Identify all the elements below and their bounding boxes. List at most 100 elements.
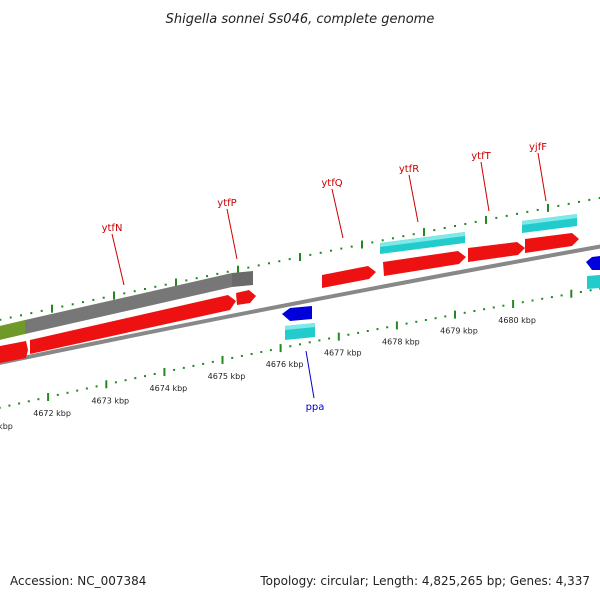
minor-tick [495,216,498,219]
minor-tick [123,292,126,295]
gene-label-ytfT[interactable]: ytfT [471,151,492,212]
minor-tick [30,312,33,315]
minor-tick [288,258,291,261]
svg-text:yjfF: yjfF [529,142,547,153]
minor-tick [164,283,167,286]
cds-ytfR-arrow[interactable] [383,251,466,276]
rna-bar-highlight [285,323,315,330]
svg-text:ytfN: ytfN [102,223,123,234]
minor-tick [444,315,447,318]
minor-tick [318,339,321,342]
gene-label-ytfN[interactable]: ytfN [102,223,125,286]
minor-tick [61,305,64,308]
minor-tick [153,373,156,375]
minor-tick [95,385,98,388]
minor-tick [473,310,476,312]
major-tick [337,332,340,341]
minor-tick [454,225,456,227]
major-tick [512,300,515,308]
minor-tick [463,311,466,314]
minor-tick [0,318,2,321]
ruler-tick-label: 4679 kbp [440,327,478,336]
minor-tick [505,214,508,217]
minor-tick [319,251,322,254]
minor-tick [483,308,486,311]
ruler-tick-label: 4675 kbp [208,372,246,381]
minor-tick [134,377,137,380]
ruler-tick-label: 4678 kbp [382,337,420,346]
feature-track [0,214,600,364]
cds-yjfF-arrow[interactable] [525,233,579,253]
minor-tick [502,304,505,307]
minor-tick [76,389,79,392]
genome-title: Shigella sonnei Ss046, complete genome [166,12,435,27]
minor-tick [347,333,350,336]
minor-tick [328,337,331,340]
svg-text:ppa: ppa [306,402,325,413]
minor-tick [185,279,188,282]
minor-tick [366,330,369,332]
minor-tick [195,277,198,280]
major-tick [163,368,166,376]
gene-label-yjfF[interactable]: yjfF [529,142,547,202]
minor-tick [66,391,69,394]
minor-tick [37,398,40,401]
minor-tick [340,247,343,250]
svg-text:ytfT: ytfT [471,151,491,162]
rna-bar-edge[interactable] [587,275,600,289]
cds-forward-arrow[interactable] [0,341,28,364]
minor-tick [92,298,95,301]
minor-tick [550,296,553,299]
cds-reverse-arrow[interactable] [586,256,600,270]
genome-summary: Topology: circular; Length: 4,825,265 bp… [260,574,590,588]
minor-tick [144,375,146,378]
major-tick [423,228,425,237]
minor-tick [8,404,11,407]
minor-tick [541,297,544,300]
gene-label-ytfQ[interactable]: ytfQ [321,178,344,239]
cds-ppa-arrow[interactable] [282,306,312,321]
cds-ytfN-arrow[interactable] [30,295,236,354]
minor-tick [557,204,560,207]
major-tick [454,310,456,319]
svg-text:ytfQ: ytfQ [321,178,342,189]
minor-tick [231,356,234,359]
minor-tick [82,301,84,304]
gene-label-ppa[interactable]: ppa [305,350,325,413]
minor-tick [114,381,117,384]
minor-tick [415,320,418,323]
minor-tick [579,291,582,293]
minor-tick [27,400,30,403]
minor-tick [124,379,127,382]
cds-ytfP-arrow[interactable] [236,290,256,305]
minor-tick [434,317,437,320]
gene-label-ytfP[interactable]: ytfP [217,198,238,260]
svg-text:ytfP: ytfP [217,198,236,209]
cds-ytfQ-arrow[interactable] [322,266,376,288]
gene-label-ytfR[interactable]: ytfR [399,164,419,223]
minor-tick [308,341,311,344]
minor-tick [492,306,495,309]
pseudogene-ytfN[interactable] [25,273,232,334]
minor-tick [589,289,592,292]
minor-tick [357,331,360,334]
minor-tick [154,285,157,288]
minor-tick [20,314,22,317]
minor-tick [40,309,43,312]
minor-tick [56,393,59,396]
pseudogene-ytfP[interactable] [232,271,253,287]
minor-tick [226,270,229,273]
minor-tick [424,319,427,321]
minor-tick [278,260,281,263]
gene-label-layer: ytfN ytfP ytfQ ytfR ytfT yjfF [102,142,548,413]
minor-tick [71,303,74,306]
minor-tick [531,299,534,302]
minor-tick [526,210,529,213]
minor-tick [350,245,353,248]
cds-ytfT-arrow[interactable] [468,242,525,262]
feature-other[interactable] [0,320,25,341]
major-tick [395,321,398,330]
minor-tick [443,227,446,229]
rna-bar-highlight [380,232,465,247]
